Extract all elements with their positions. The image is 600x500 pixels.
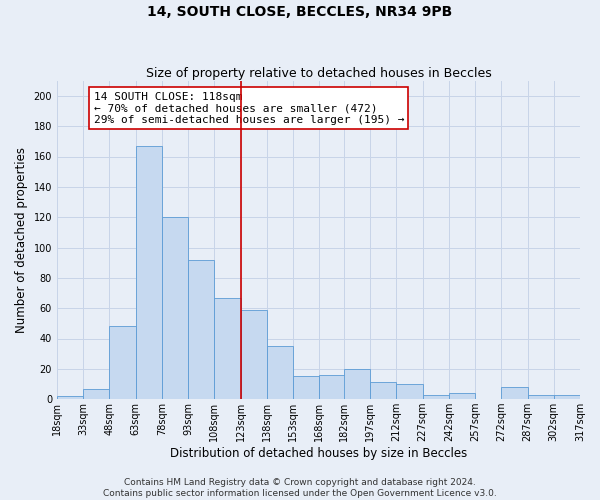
Bar: [501, 387, 527, 399]
Bar: [109, 326, 136, 399]
Bar: [267, 346, 293, 399]
X-axis label: Distribution of detached houses by size in Beccles: Distribution of detached houses by size …: [170, 447, 467, 460]
Bar: [57, 396, 83, 399]
Bar: [422, 394, 449, 399]
Text: 14, SOUTH CLOSE, BECCLES, NR34 9PB: 14, SOUTH CLOSE, BECCLES, NR34 9PB: [148, 5, 452, 19]
Bar: [527, 394, 554, 399]
Bar: [241, 310, 267, 399]
Bar: [319, 375, 346, 399]
Bar: [554, 394, 580, 399]
Bar: [344, 369, 370, 399]
Bar: [162, 217, 188, 399]
Bar: [397, 384, 422, 399]
Bar: [293, 376, 319, 399]
Bar: [449, 393, 475, 399]
Bar: [370, 382, 397, 399]
Title: Size of property relative to detached houses in Beccles: Size of property relative to detached ho…: [146, 66, 491, 80]
Bar: [188, 260, 214, 399]
Bar: [214, 298, 241, 399]
Text: 14 SOUTH CLOSE: 118sqm
← 70% of detached houses are smaller (472)
29% of semi-de: 14 SOUTH CLOSE: 118sqm ← 70% of detached…: [94, 92, 404, 125]
Y-axis label: Number of detached properties: Number of detached properties: [15, 147, 28, 333]
Bar: [83, 388, 109, 399]
Bar: [136, 146, 162, 399]
Text: Contains HM Land Registry data © Crown copyright and database right 2024.
Contai: Contains HM Land Registry data © Crown c…: [103, 478, 497, 498]
